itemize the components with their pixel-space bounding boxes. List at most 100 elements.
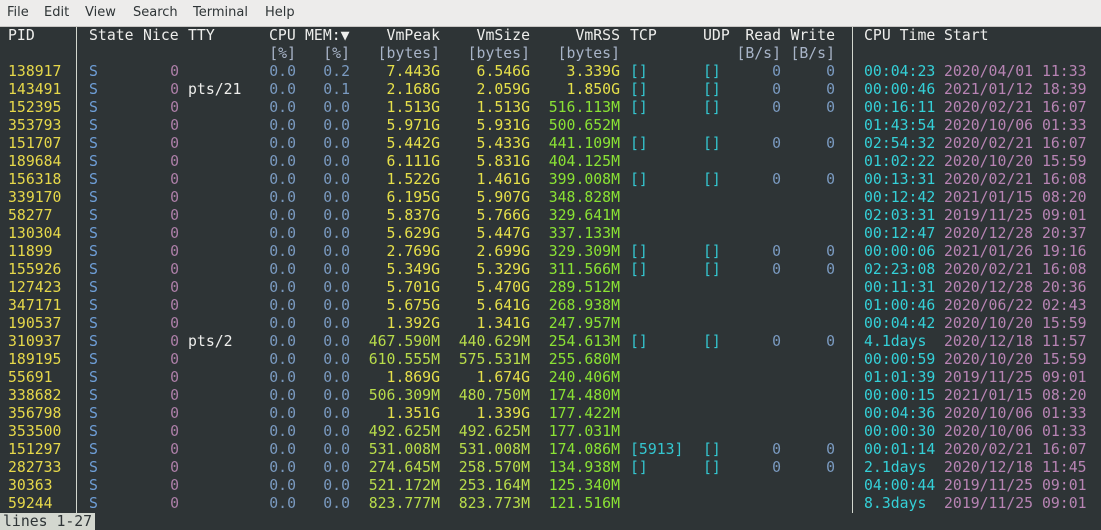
cell-read: 0: [772, 135, 781, 152]
cell-nice: 0: [170, 351, 179, 368]
menu-item[interactable]: Help: [265, 5, 295, 20]
column-header: MEM:▼: [305, 27, 350, 44]
cell-cpu: 0.0: [269, 189, 296, 206]
cell-vmsize: 5.831G: [476, 153, 530, 170]
cell-udp: []: [703, 63, 721, 80]
cell-nice: 0: [170, 405, 179, 422]
cell-cpu: 0.0: [269, 477, 296, 494]
cell-pid: 282733: [8, 459, 62, 476]
cell-vmrss: 337.133M: [548, 225, 620, 242]
cell-start: 2020/12/28 20:37: [944, 225, 1087, 242]
cell-state: S: [89, 423, 98, 440]
cell-cputime: 00:04:23: [864, 63, 936, 80]
cell-mem: 0.0: [323, 261, 350, 278]
column-unit: [bytes]: [557, 45, 620, 62]
column-header: CPU Time: [864, 27, 936, 44]
column-header: Nice: [143, 27, 179, 44]
cell-udp: []: [703, 135, 721, 152]
cell-cputime: 00:13:31: [864, 171, 936, 188]
column-unit: [%]: [323, 45, 350, 62]
cell-cputime: 00:00:15: [864, 387, 936, 404]
cell-vmrss: 268.938M: [548, 297, 620, 314]
cell-mem: 0.0: [323, 423, 350, 440]
cell-vmpeak: 823.777M: [368, 495, 440, 512]
cell-vmrss: 441.109M: [548, 135, 620, 152]
menu-item[interactable]: Edit: [44, 5, 70, 20]
cell-read: 0: [772, 333, 781, 350]
cell-vmrss: 121.516M: [548, 495, 620, 512]
cell-pid: 138917: [8, 63, 62, 80]
cell-vmpeak: 274.645M: [368, 459, 440, 476]
cell-write: 0: [826, 81, 835, 98]
menu-item[interactable]: Terminal: [193, 5, 248, 20]
cell-pid: 353793: [8, 117, 62, 134]
column-header: VmPeak: [386, 27, 440, 44]
cell-mem: 0.0: [323, 387, 350, 404]
cell-cpu: 0.0: [269, 423, 296, 440]
cell-pid: 155926: [8, 261, 62, 278]
cell-vmsize: 5.433G: [476, 135, 530, 152]
cell-vmrss: 348.828M: [548, 189, 620, 206]
cell-vmsize: 5.329G: [476, 261, 530, 278]
cell-pid: 347171: [8, 297, 62, 314]
cell-nice: 0: [170, 459, 179, 476]
cell-cputime: 00:11:31: [864, 279, 936, 296]
cell-vmrss: 289.512M: [548, 279, 620, 296]
cell-cputime: 2.1days: [864, 459, 927, 476]
cell-nice: 0: [170, 171, 179, 188]
cell-vmpeak: 5.837G: [386, 207, 440, 224]
cell-pid: 189195: [8, 351, 62, 368]
cell-cputime: 01:02:22: [864, 153, 936, 170]
cell-vmpeak: 1.869G: [386, 369, 440, 386]
cell-vmrss: 134.938M: [548, 459, 620, 476]
cell-start: 2020/10/20 15:59: [944, 153, 1087, 170]
cell-tcp: []: [630, 135, 648, 152]
column-header: Write: [790, 27, 835, 44]
cell-cputime: 00:00:30: [864, 423, 936, 440]
cell-vmpeak: 2.769G: [386, 243, 440, 260]
menu-item[interactable]: View: [85, 5, 116, 20]
cell-state: S: [89, 459, 98, 476]
cell-vmsize: 575.531M: [458, 351, 530, 368]
cell-vmsize: 5.641G: [476, 297, 530, 314]
cell-udp: []: [703, 459, 721, 476]
cell-state: S: [89, 243, 98, 260]
cell-nice: 0: [170, 423, 179, 440]
cell-start: 2020/02/21 16:08: [944, 171, 1087, 188]
cell-vmsize: 1.674G: [476, 369, 530, 386]
status-line: lines 1-27: [0, 513, 96, 530]
cell-nice: 0: [170, 279, 179, 296]
cell-cpu: 0.0: [269, 207, 296, 224]
cell-state: S: [89, 153, 98, 170]
cell-state: S: [89, 261, 98, 278]
cell-vmpeak: 5.629G: [386, 225, 440, 242]
cell-cputime: 02:03:31: [864, 207, 936, 224]
cell-vmpeak: 506.309M: [368, 387, 440, 404]
cell-vmrss: 174.086M: [548, 441, 620, 458]
cell-vmpeak: 521.172M: [368, 477, 440, 494]
cell-cputime: 01:01:39: [864, 369, 936, 386]
cell-vmrss: 3.339G: [566, 63, 620, 80]
cell-cpu: 0.0: [269, 387, 296, 404]
cell-start: 2020/12/28 20:36: [944, 279, 1087, 296]
cell-start: 2020/10/06 01:33: [944, 117, 1087, 134]
menu-item[interactable]: File: [7, 5, 29, 20]
cell-vmpeak: 1.392G: [386, 315, 440, 332]
cell-vmsize: 2.059G: [476, 81, 530, 98]
cell-state: S: [89, 351, 98, 368]
cell-nice: 0: [170, 81, 179, 98]
cell-mem: 0.1: [323, 81, 350, 98]
cell-read: 0: [772, 81, 781, 98]
cell-vmpeak: 2.168G: [386, 81, 440, 98]
cell-pid: 30363: [8, 477, 53, 494]
cell-mem: 0.0: [323, 171, 350, 188]
cell-vmsize: 1.339G: [476, 405, 530, 422]
cell-mem: 0.0: [323, 225, 350, 242]
cell-cputime: 00:16:11: [864, 99, 936, 116]
cell-start: 2021/01/26 19:16: [944, 243, 1087, 260]
menu-item[interactable]: Search: [133, 5, 178, 20]
cell-mem: 0.0: [323, 351, 350, 368]
cell-cpu: 0.0: [269, 405, 296, 422]
column-header: State: [89, 27, 134, 44]
